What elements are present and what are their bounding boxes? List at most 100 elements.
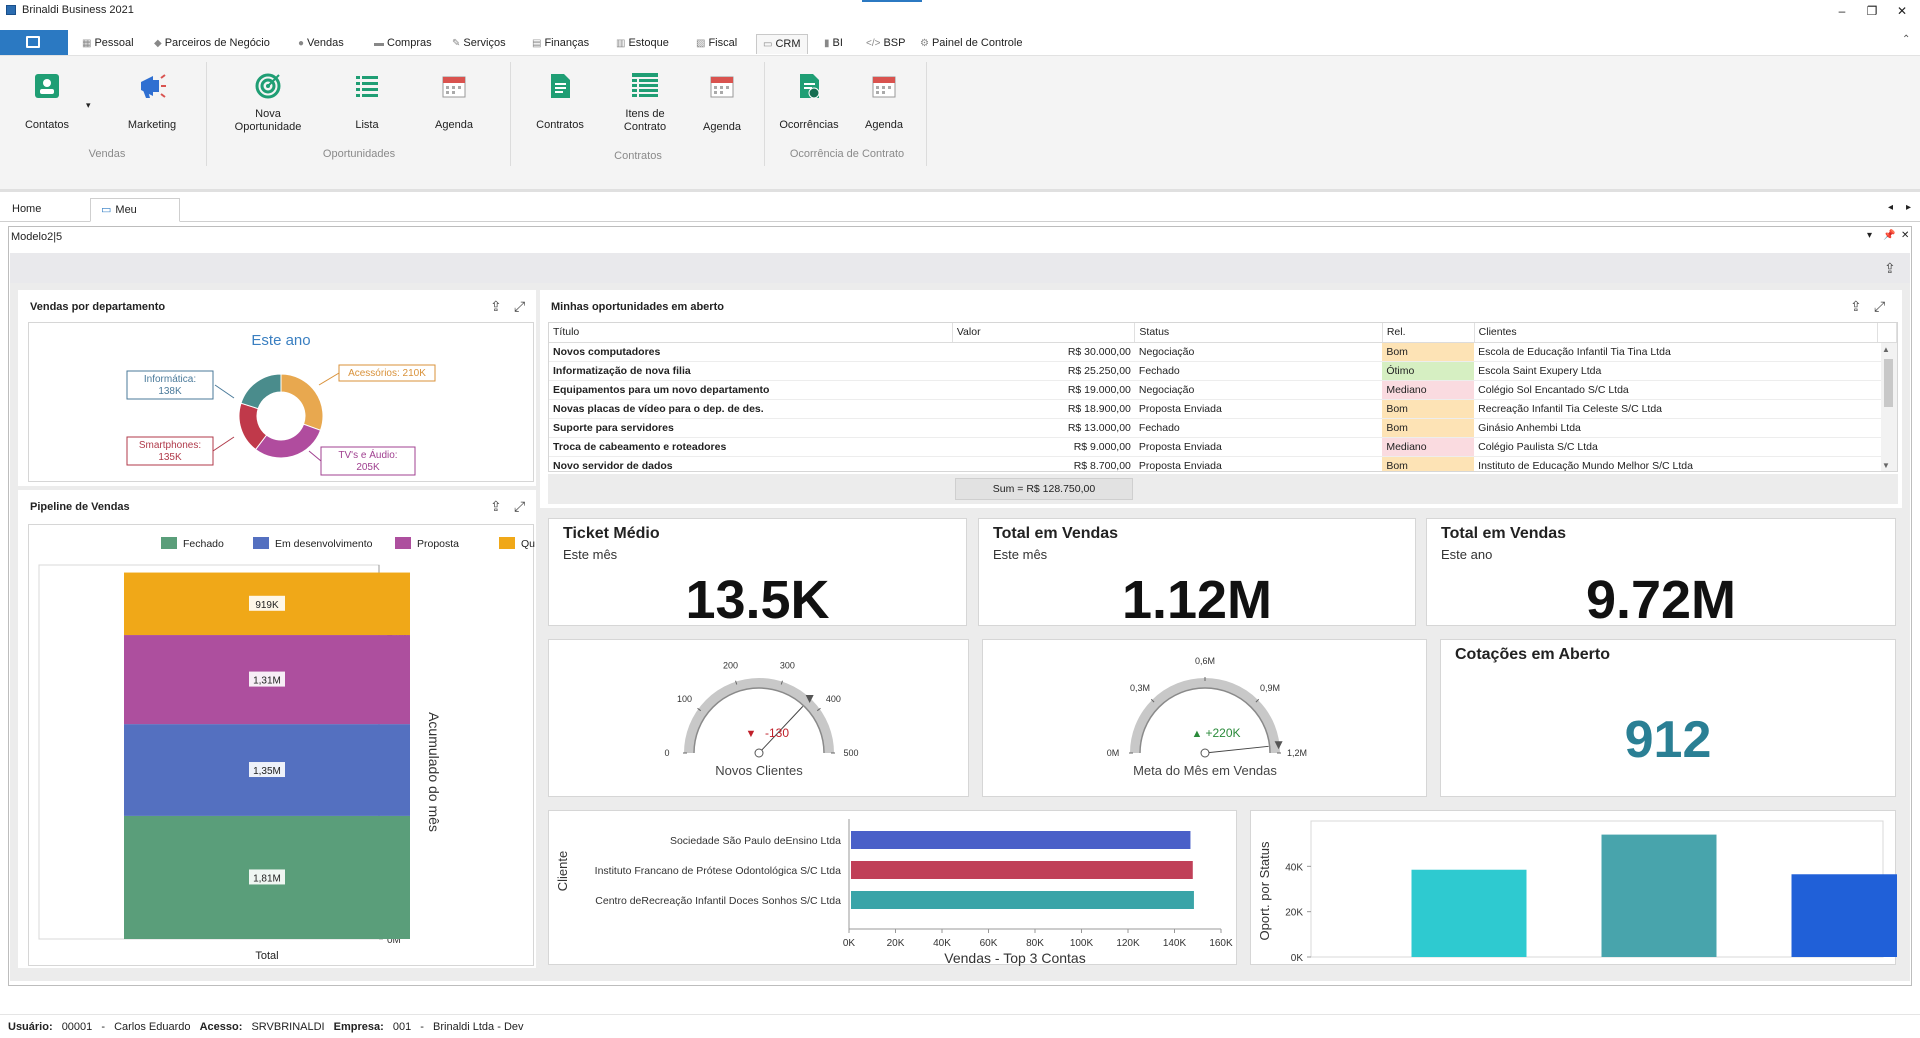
export-icon[interactable]: ⇪ [1850, 298, 1862, 314]
cell-rel: Ótimo [1382, 361, 1475, 381]
ribbon-collapse-icon[interactable]: ⌃ [1902, 34, 1911, 45]
table-row[interactable]: Informatização de nova filia R$ 25.250,00… [549, 361, 1897, 381]
nova-oportunidade-button[interactable]: Nova Oportunidade [226, 70, 310, 134]
table-row[interactable]: Suporte para servidores R$ 13.000,00 Fecha… [549, 418, 1897, 438]
cell-valor: R$ 8.700,00 [952, 456, 1135, 471]
legend-label: Qualificação [521, 538, 535, 550]
table-row[interactable]: Equipamentos para um novo departamento R$… [549, 380, 1897, 400]
box-icon: ▥ [616, 38, 626, 49]
nova-oportunidade-label-2: Oportunidade [234, 121, 302, 133]
marketing-button[interactable]: Marketing [118, 70, 186, 132]
panel-dropdown-icon[interactable]: ▾ [1867, 230, 1873, 241]
wrench-icon: ✎ [452, 38, 461, 49]
tab-meu-painel[interactable]: ▭Meu Painel [90, 198, 180, 238]
cell-rel: Bom [1382, 399, 1475, 419]
ocorrencias-button[interactable]: Ocorrências [776, 70, 842, 132]
gauge-tick-label: 1,2M [1287, 748, 1307, 758]
column-header[interactable]: Status [1134, 323, 1383, 343]
menu-tab-servicos[interactable]: ✎ Serviços [446, 34, 512, 54]
minimize-button[interactable]: ‒ [1838, 4, 1846, 18]
tabs-scroll-left-icon[interactable]: ◂ [1888, 202, 1894, 213]
lista-button[interactable]: Lista [342, 70, 392, 132]
scroll-up-icon[interactable]: ▲ [1882, 345, 1890, 354]
opps-footer [548, 474, 1898, 504]
maximize-icon[interactable]: ⤢ [514, 498, 526, 514]
opps-scrollbar[interactable]: ▲ ▼ [1881, 343, 1897, 471]
menu-tab-pessoal[interactable]: ▦ Pessoal [76, 34, 140, 54]
chevron-down-icon[interactable]: ▾ [86, 100, 91, 110]
tabs-scroll-right-icon[interactable]: ▸ [1906, 202, 1912, 213]
gauge-tick [1150, 698, 1155, 703]
contratos-button[interactable]: Contratos [528, 70, 592, 132]
table-row[interactable]: Novos computadores R$ 30.000,00 Negociação… [549, 342, 1897, 362]
value-label: 1,81M [253, 873, 281, 884]
agenda-contratos-button[interactable]: Agenda [694, 70, 750, 134]
column-header[interactable]: Rel. [1382, 323, 1475, 343]
menu-tab-label: BSP [883, 37, 906, 49]
menu-tab-bi[interactable]: ▮ BI [818, 34, 849, 54]
column-header[interactable]: Valor [952, 323, 1136, 343]
table-row[interactable]: Troca de cabeamento e roteadores R$ 9.000… [549, 437, 1897, 457]
scroll-down-icon[interactable]: ▼ [1882, 461, 1890, 470]
column-header[interactable]: Clientes [1474, 323, 1878, 343]
scroll-thumb[interactable] [1884, 359, 1893, 407]
close-button[interactable]: ✕ [1896, 4, 1908, 18]
agenda-ocorrencias-button[interactable]: Agenda [856, 70, 912, 132]
gauge-tick [1255, 698, 1260, 703]
app-menu-button[interactable] [0, 30, 68, 55]
pipeline-chart: Fechado Em desenvolvimento Proposta Qualifi… [28, 524, 579, 966]
gauge-tick-label: 0,3M [1130, 683, 1150, 693]
export-icon[interactable]: ⇪ [490, 298, 502, 314]
maximize-icon[interactable]: ⤢ [1874, 298, 1886, 314]
megaphone-icon [136, 70, 168, 102]
gauge-tick [697, 707, 702, 712]
contatos-label: Contatos [24, 119, 70, 131]
gauge-arc [684, 678, 834, 754]
menu-grid-icon: ▦ [82, 38, 92, 49]
export-icon[interactable]: ⇪ [490, 498, 502, 514]
status-acesso-label: Acesso: [199, 1021, 243, 1033]
group-label-contratos: Contratos [614, 150, 662, 162]
maximize-icon[interactable]: ⤢ [514, 298, 526, 314]
export-icon[interactable]: ⇪ [1884, 260, 1896, 276]
menu-tab-estoque[interactable]: ▥ Estoque [610, 34, 675, 54]
cell-cliente: Recreação Infantil Tia Celeste S/C Ltda [1474, 399, 1878, 419]
menu-tab-painel-controle[interactable]: ⚙ Painel de Controle [914, 34, 1028, 54]
gauge-needle [758, 706, 804, 754]
gauge-inner-arc [1139, 687, 1271, 754]
menu-tab-label: Painel de Controle [931, 37, 1023, 49]
arrow-down-icon: ▼ [746, 728, 757, 740]
ribbon-separator [206, 62, 207, 166]
contacts-icon [31, 70, 63, 102]
legend-swatch [253, 537, 269, 549]
menu-tab-fiscal[interactable]: ▧ Fiscal [690, 34, 743, 54]
itens-contrato-button[interactable]: Itens de Contrato [614, 70, 676, 134]
menu-tab-bsp[interactable]: </> BSP [860, 34, 911, 54]
status-acesso-valor: SRVBRINALDI [251, 1021, 325, 1033]
menu-tab-compras[interactable]: ▬ Compras [368, 34, 438, 54]
x-category-label: Total [255, 950, 278, 962]
column-header[interactable]: Título [549, 323, 953, 343]
menu-tab-financas[interactable]: ▤ Finanças [526, 34, 595, 54]
table-row[interactable]: Novo servidor de dados R$ 8.700,00 Propost… [549, 456, 1897, 471]
restore-button[interactable]: ❐ [1866, 4, 1878, 18]
cell-cliente: Escola de Educação Infantil Tia Tina Ltd… [1474, 342, 1878, 362]
value-label-bg [249, 762, 285, 778]
tab-home[interactable]: Home [2, 198, 90, 222]
menu-tab-crm[interactable]: ▭ CRM [756, 34, 808, 54]
cell-titulo: Novo servidor de dados [549, 456, 953, 471]
opps-grid: Título Valor Status Rel. Clientes Novos comp… [548, 322, 1898, 472]
pin-icon[interactable]: 📌 [1883, 230, 1896, 241]
contatos-button[interactable]: Contatos [18, 70, 76, 132]
panel-close-icon[interactable]: ✕ [1901, 230, 1910, 241]
opps-sum: Sum = R$ 128.750,00 [955, 478, 1133, 500]
code-icon: </> [866, 38, 881, 49]
gauge-tick-label: 400 [826, 694, 841, 704]
table-row[interactable]: Novas placas de vídeo para o dep. de des… [549, 399, 1897, 419]
menu-tab-parceiros[interactable]: ◆ Parceiros de Negócio [148, 34, 276, 54]
cell-status: Fechado [1134, 361, 1383, 381]
agenda-oportunidades-button[interactable]: Agenda [426, 70, 482, 132]
menu-tab-vendas[interactable]: ● Vendas [292, 34, 350, 54]
cell-titulo: Troca de cabeamento e roteadores [549, 437, 953, 457]
x-tick-label: 20K [887, 938, 905, 949]
